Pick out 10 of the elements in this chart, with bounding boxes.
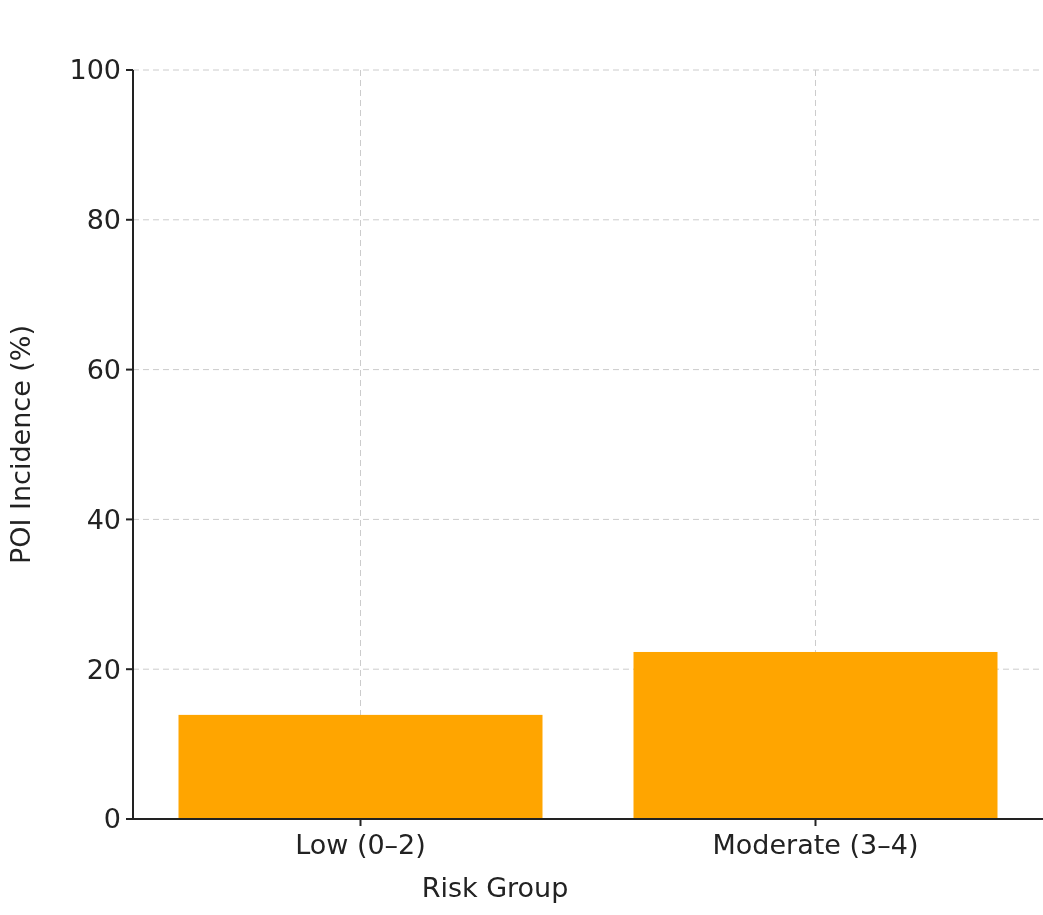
- y-tick-label: 20: [86, 653, 121, 685]
- y-axis-title: POI Incidence (%): [5, 324, 36, 565]
- y-tick-label: 80: [86, 204, 121, 236]
- y-tick-label: 100: [69, 54, 121, 86]
- x-axis-title: Risk Group: [421, 872, 569, 903]
- y-tick-label: 0: [103, 803, 121, 835]
- x-tick-label: Low (0–2): [295, 829, 426, 860]
- x-tick-label: Moderate (3–4): [712, 829, 919, 860]
- y-tick-label: 40: [86, 503, 121, 535]
- y-tick-label: 60: [86, 354, 121, 386]
